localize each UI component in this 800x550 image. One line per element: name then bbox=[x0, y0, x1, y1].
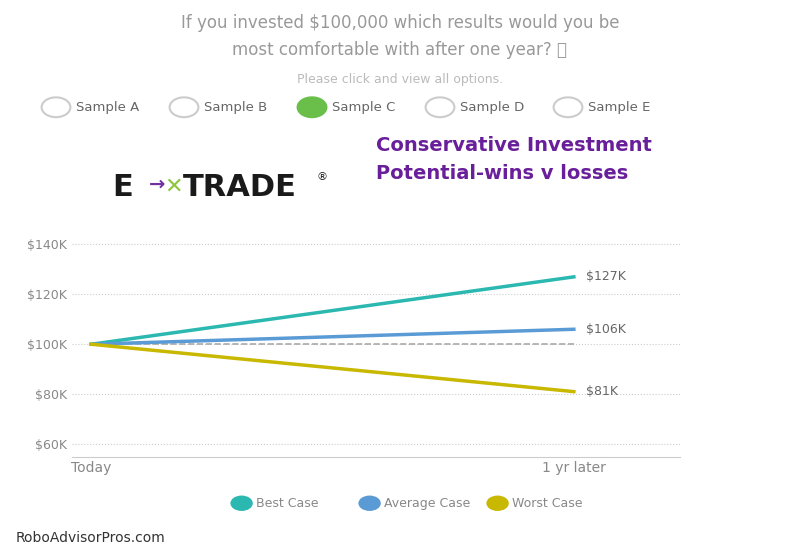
Text: ®: ® bbox=[316, 172, 327, 182]
Text: →: → bbox=[149, 175, 165, 194]
Text: Average Case: Average Case bbox=[384, 497, 470, 510]
Text: Sample D: Sample D bbox=[460, 101, 524, 114]
Text: Please click and view all options.: Please click and view all options. bbox=[297, 73, 503, 86]
Text: $127K: $127K bbox=[586, 271, 626, 283]
Text: Sample E: Sample E bbox=[588, 101, 650, 114]
Text: Conservative Investment: Conservative Investment bbox=[376, 136, 652, 155]
Text: Sample B: Sample B bbox=[204, 101, 267, 114]
Text: $106K: $106K bbox=[586, 323, 626, 336]
Text: Sample A: Sample A bbox=[76, 101, 139, 114]
Text: TRADE: TRADE bbox=[182, 173, 296, 201]
Text: If you invested $100,000 which results would you be: If you invested $100,000 which results w… bbox=[181, 14, 619, 32]
Text: $81K: $81K bbox=[586, 385, 618, 398]
Text: Best Case: Best Case bbox=[256, 497, 318, 510]
Text: E: E bbox=[112, 173, 133, 201]
Text: RoboAdvisorPros.com: RoboAdvisorPros.com bbox=[16, 531, 166, 544]
Text: Worst Case: Worst Case bbox=[512, 497, 582, 510]
Text: Potential-wins v losses: Potential-wins v losses bbox=[376, 164, 628, 183]
Text: Sample C: Sample C bbox=[332, 101, 395, 114]
Text: most comfortable with after one year? ⓘ: most comfortable with after one year? ⓘ bbox=[233, 41, 567, 59]
Text: ✕: ✕ bbox=[164, 177, 182, 197]
